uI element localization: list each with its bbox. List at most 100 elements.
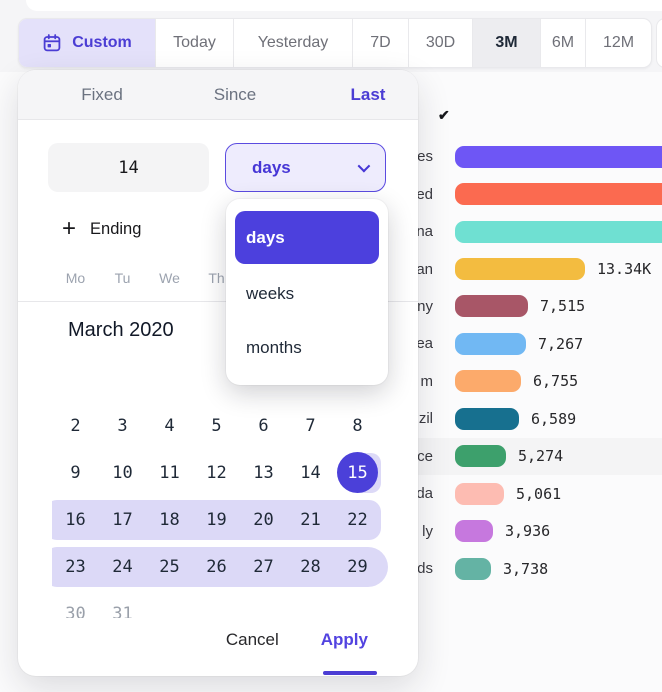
chart-row[interactable]: ny 7,515	[360, 288, 662, 325]
menu-option-weeks[interactable]: weeks	[246, 284, 295, 303]
chart-bar	[455, 445, 506, 468]
toolbar-item-custom[interactable]: Custom	[19, 19, 156, 67]
chart-row[interactable]: na	[360, 213, 662, 250]
unit-select-value: days	[252, 157, 291, 177]
chart-bar	[455, 520, 493, 543]
weekday-label: Mo	[65, 270, 86, 286]
calendar-day-17[interactable]: 17	[112, 509, 133, 530]
date-range-popover: Fixed Since Last days + Ending Mo Tu We Th Ma…	[18, 70, 418, 676]
toolbar-item-12m[interactable]: 12M	[586, 19, 651, 67]
calendar-day-30[interactable]: 30	[65, 603, 86, 619]
chart-value-label: 13.34K	[597, 260, 652, 279]
calendar-day-20[interactable]: 20	[253, 509, 274, 530]
chart-bar	[455, 370, 521, 393]
toolbar-item-label: 12M	[602, 34, 635, 51]
calendar-day-2[interactable]: 2	[70, 415, 81, 436]
chart-bar	[455, 145, 662, 168]
chart-bar	[455, 295, 528, 318]
selected-day-circle: 15	[337, 452, 378, 493]
calendar-day-9[interactable]: 9	[70, 462, 81, 483]
divider	[18, 301, 418, 302]
calendar-day-7[interactable]: 7	[305, 415, 316, 436]
tab-last[interactable]: Last	[350, 85, 386, 104]
calendar-day-18[interactable]: 18	[159, 509, 180, 530]
toolbar-item-label: 7D	[370, 34, 391, 51]
calendar-day-15[interactable]: 15	[334, 449, 381, 496]
calendar-day-22[interactable]: 22	[347, 509, 368, 530]
calendar-day-27[interactable]: 27	[253, 556, 274, 577]
cancel-button[interactable]: Cancel	[225, 630, 279, 649]
chart-row-label: ea	[416, 335, 433, 353]
toolbar-item-today[interactable]: Today	[156, 19, 234, 67]
calendar-day-12[interactable]: 12	[206, 462, 227, 483]
menu-option-days[interactable]: days	[235, 211, 379, 264]
chart-row[interactable]: ed	[360, 175, 662, 212]
calendar-day-14[interactable]: 14	[300, 462, 321, 483]
toolbar-item-yesterday[interactable]: Yesterday	[234, 19, 353, 67]
toolbar-item-3m[interactable]: 3M	[473, 19, 541, 67]
tab-fixed[interactable]: Fixed	[81, 85, 123, 104]
chart-row[interactable]: es	[360, 138, 662, 175]
add-ending-button[interactable]: + Ending	[62, 214, 141, 244]
calendar-day-11[interactable]: 11	[159, 462, 180, 483]
chart-row[interactable]: m 6,755	[360, 363, 662, 400]
chart-bar	[455, 482, 504, 505]
chart-row-label: ed	[416, 185, 433, 203]
toolbar-item-6m[interactable]: 6M	[541, 19, 586, 67]
chart-row[interactable]: ea 7,267	[360, 325, 662, 362]
toolbar-item-7d[interactable]: 7D	[353, 19, 409, 67]
calendar-week-row: 16 17 18 19 20 21 22	[52, 496, 381, 543]
calendar-day-28[interactable]: 28	[300, 556, 321, 577]
active-tab-underline	[323, 671, 377, 675]
calendar-week-row: 2 3 4 5 6 7 8	[52, 402, 381, 449]
toolbar-item-label: 6M	[551, 34, 575, 51]
calendar-day-19[interactable]: 19	[206, 509, 227, 530]
chart-row[interactable]: ds 3,738	[360, 550, 662, 587]
chart-row-label: zil	[418, 410, 433, 428]
range-highlight-band	[52, 546, 388, 587]
calendar-week-row: 30 31	[52, 590, 381, 619]
calendar-day-26[interactable]: 26	[206, 556, 227, 577]
chart-row-label: m	[420, 372, 434, 390]
chart-row-label: da	[416, 485, 433, 503]
unit-select[interactable]: days	[225, 143, 386, 192]
calendar-day-10[interactable]: 10	[112, 462, 133, 483]
tab-since[interactable]: Since	[213, 85, 257, 104]
calendar-day-25[interactable]: 25	[159, 556, 180, 577]
toolbar-item-30d[interactable]: 30D	[409, 19, 473, 67]
chart-row-label: an	[416, 260, 433, 278]
calendar-day-24[interactable]: 24	[112, 556, 133, 577]
calendar-day-4[interactable]: 4	[164, 415, 175, 436]
chart-bar	[455, 258, 585, 281]
calendar-day-31[interactable]: 31	[112, 603, 133, 619]
ending-label: Ending	[90, 219, 142, 238]
checkmark-icon: ✔	[438, 107, 450, 123]
calendar-day-21[interactable]: 21	[300, 509, 321, 530]
chart-row[interactable]: ly 3,936	[360, 512, 662, 549]
chart-value-label: 7,515	[540, 297, 586, 316]
chart-row-label: ly	[422, 522, 433, 540]
calendar-day-23[interactable]: 23	[65, 556, 86, 577]
chart-row[interactable]: da 5,061	[360, 475, 662, 512]
calendar-day-6[interactable]: 6	[258, 415, 269, 436]
calendar-day-5[interactable]: 5	[211, 415, 222, 436]
count-input[interactable]	[48, 143, 209, 192]
calendar-day-8[interactable]: 8	[352, 415, 363, 436]
chart-value-label: 3,738	[503, 559, 549, 578]
calendar-day-3[interactable]: 3	[117, 415, 128, 436]
calendar-day-13[interactable]: 13	[253, 462, 274, 483]
date-range-toolbar: Custom Today Yesterday 7D 30D 3M 6M 12M	[18, 18, 652, 68]
month-title: March 2020	[68, 319, 174, 341]
chart-value-label: 7,267	[538, 334, 584, 353]
chart-row-label: na	[416, 223, 433, 241]
calendar-day-16[interactable]: 16	[65, 509, 86, 530]
toolbar-next-segment-cut[interactable]	[656, 18, 662, 68]
menu-option-months[interactable]: months	[246, 338, 302, 357]
popover-tabs-header: Fixed Since Last	[18, 70, 418, 120]
chart-row[interactable]: zil 6,589	[360, 400, 662, 437]
weekday-label: Tu	[114, 270, 131, 286]
apply-button[interactable]: Apply	[320, 630, 368, 649]
chart-row[interactable]: an 13.34K	[360, 250, 662, 287]
calendar-day-29[interactable]: 29	[347, 556, 368, 577]
toolbar-item-label: 3M	[495, 34, 518, 51]
